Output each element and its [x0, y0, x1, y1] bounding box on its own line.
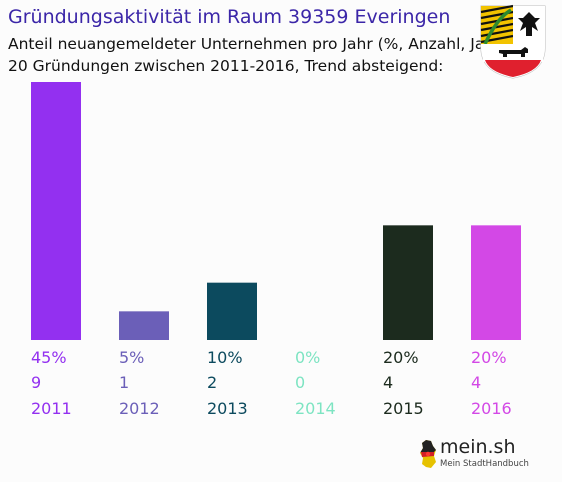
- percent-label-2011: 45%: [31, 348, 67, 367]
- bar-2013: [207, 282, 257, 340]
- count-label-2016: 4: [471, 373, 481, 392]
- bar-2011: [31, 82, 81, 340]
- year-label-2011: 2011: [31, 399, 72, 418]
- percent-label-2013: 10%: [207, 348, 243, 367]
- count-label-2011: 9: [31, 373, 41, 392]
- brand-tagline: Mein StadtHandbuch: [440, 459, 529, 469]
- year-label-2015: 2015: [383, 399, 424, 418]
- count-label-2012: 1: [119, 373, 129, 392]
- bar-2015: [383, 225, 433, 340]
- year-label-2014: 2014: [295, 399, 336, 418]
- brand-name: mein.sh: [440, 436, 516, 458]
- germany-map-icon: [420, 440, 436, 468]
- count-label-2013: 2: [207, 373, 217, 392]
- percent-label-2012: 5%: [119, 348, 144, 367]
- percent-label-2014: 0%: [295, 348, 320, 367]
- percent-label-2015: 20%: [383, 348, 419, 367]
- bar-2012: [119, 311, 169, 340]
- coat-of-arms-icon: [480, 4, 546, 79]
- count-label-2014: 0: [295, 373, 305, 392]
- chart-subtitle-line1: Anteil neuangemeldeter Unternehmen pro J…: [8, 35, 507, 53]
- count-label-2015: 4: [383, 373, 393, 392]
- year-label-2013: 2013: [207, 399, 248, 418]
- year-label-2016: 2016: [471, 399, 512, 418]
- chart-title: Gründungsaktivität im Raum 39359 Evering…: [8, 6, 451, 28]
- bar-2016: [471, 225, 521, 340]
- chart-subtitle-line2: 20 Gründungen zwischen 2011-2016, Trend …: [8, 57, 444, 75]
- percent-label-2016: 20%: [471, 348, 507, 367]
- year-label-2012: 2012: [119, 399, 160, 418]
